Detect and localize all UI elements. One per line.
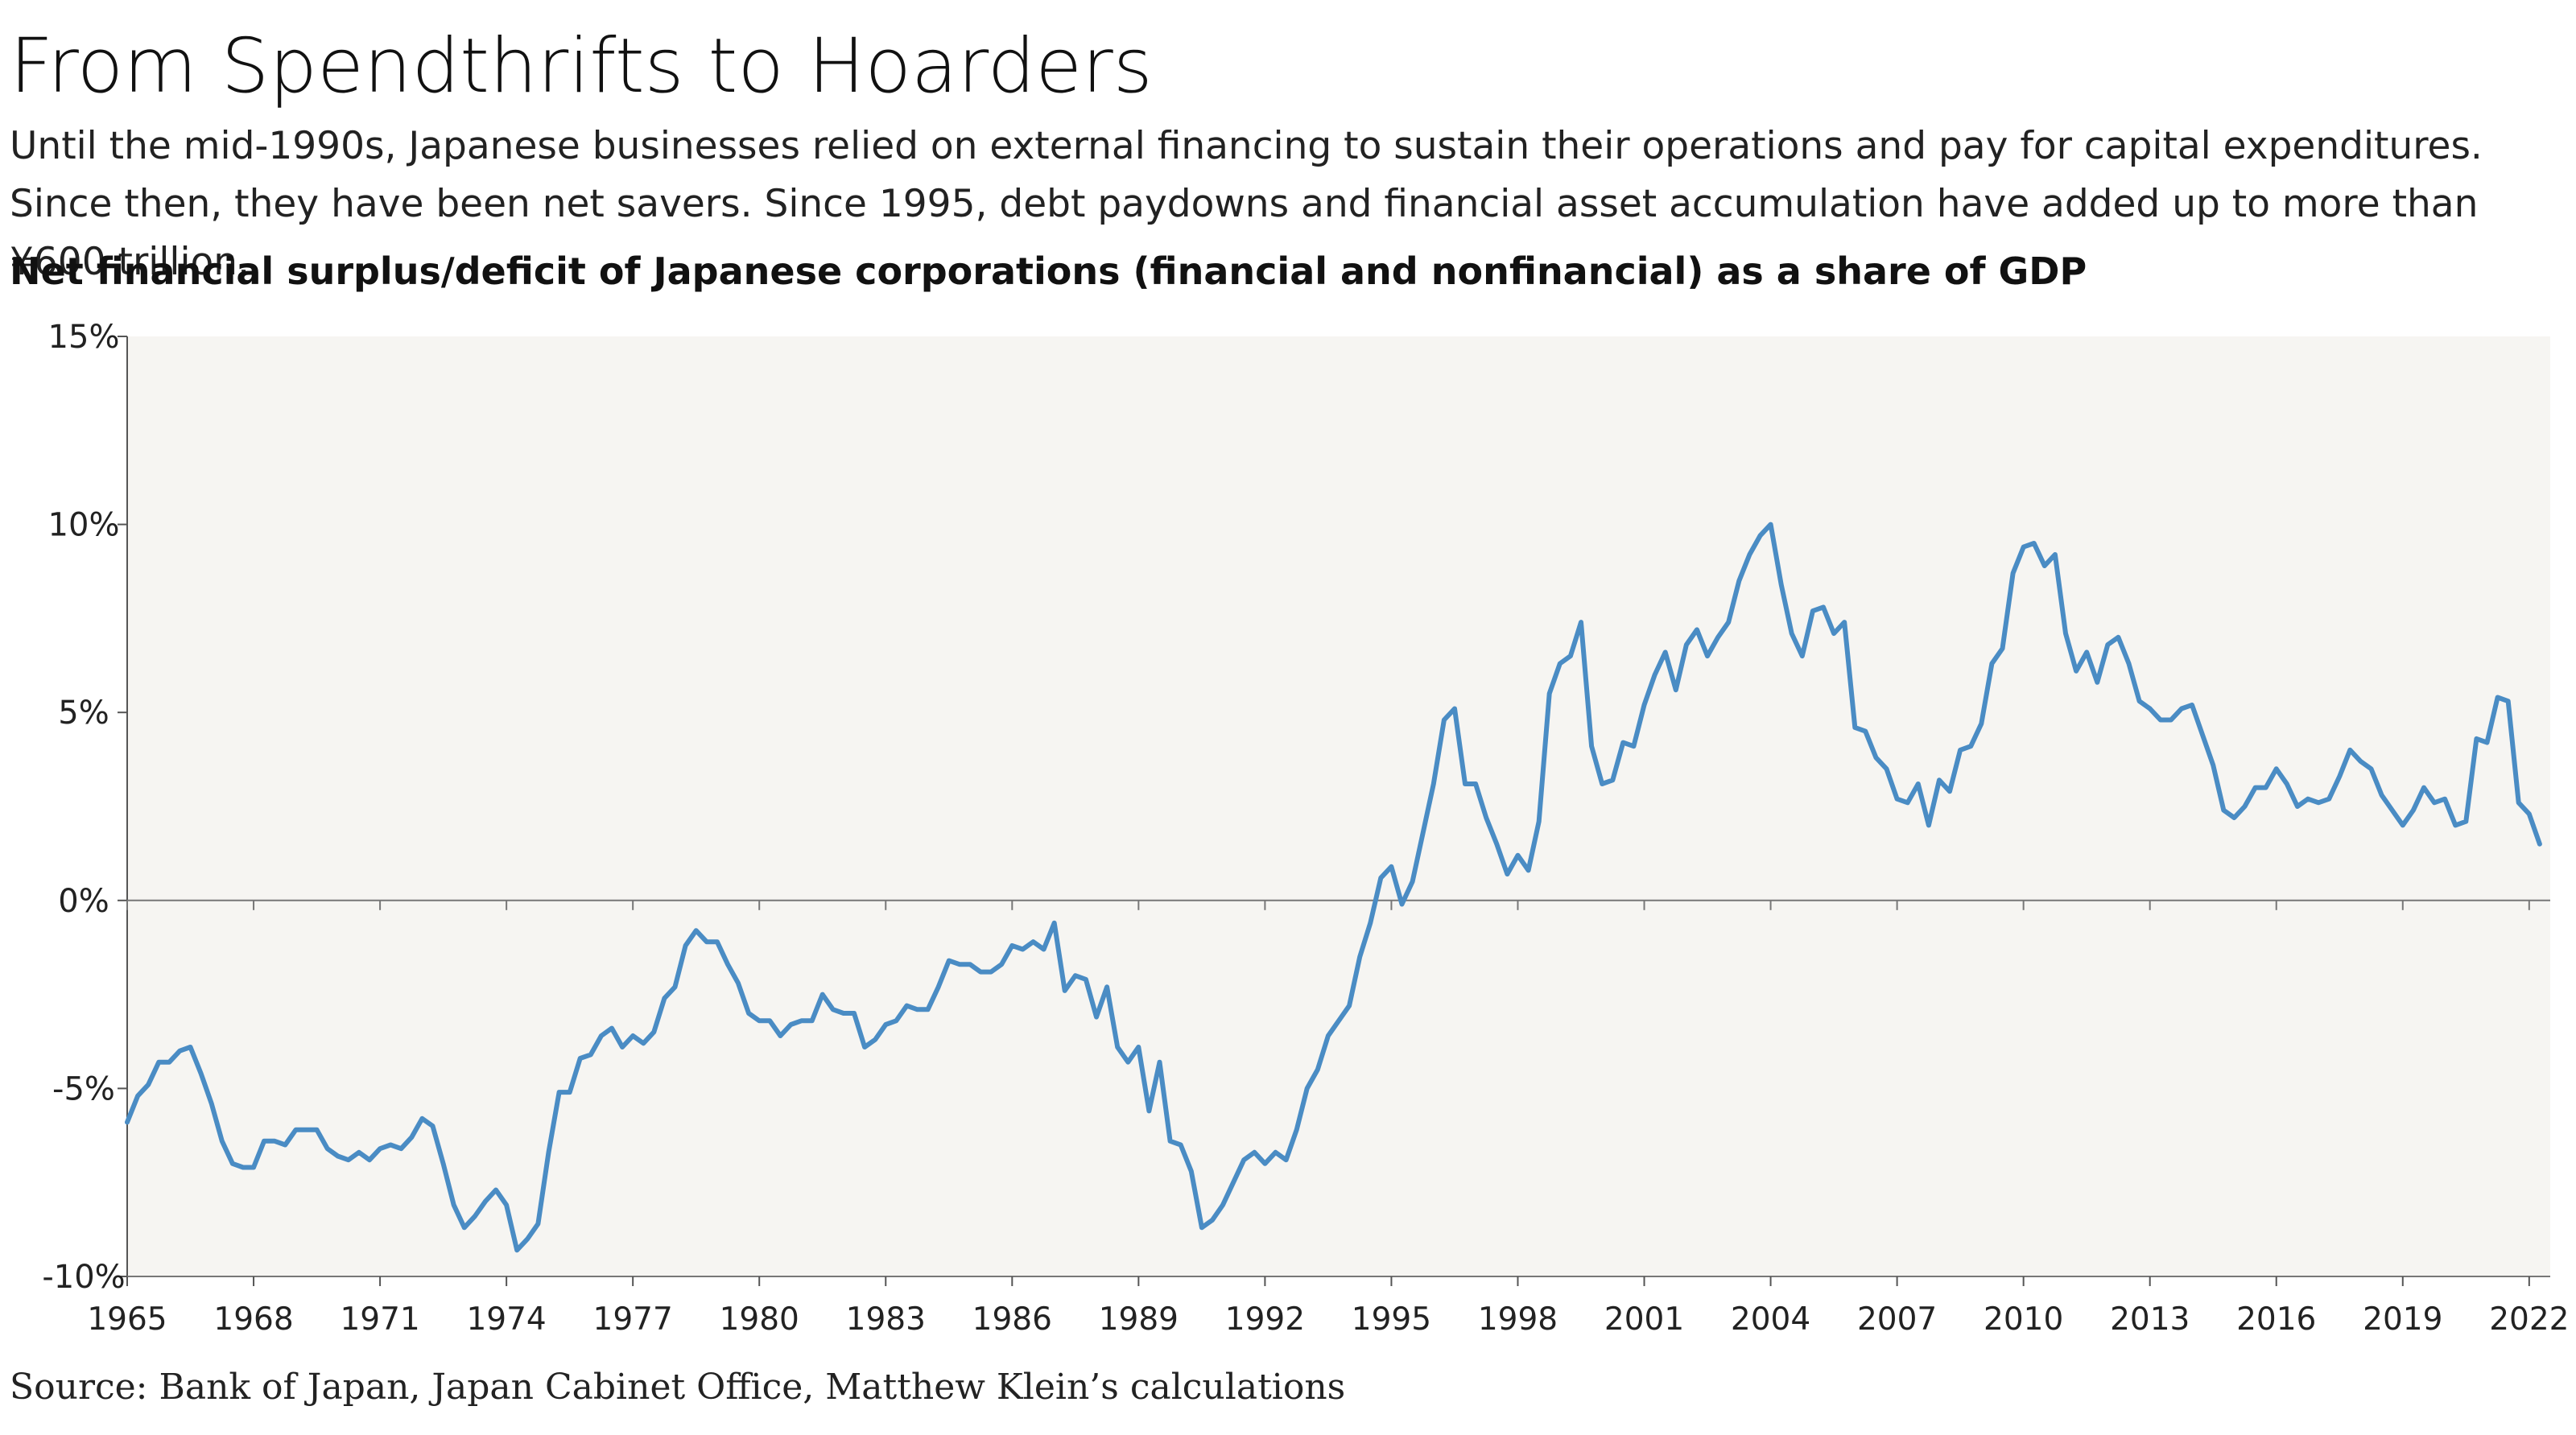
x-tick-label: 1992 — [1225, 1301, 1305, 1338]
source-note: Source: Bank of Japan, Japan Cabinet Off… — [10, 1367, 1346, 1408]
x-tick-label: 2001 — [1604, 1301, 1684, 1338]
chart-subtitle: Until the mid-1990s, Japanese businesses… — [10, 124, 2483, 284]
x-tick-label: 2010 — [1984, 1301, 2063, 1338]
x-tick-label: 1983 — [846, 1301, 926, 1338]
plot-background — [127, 336, 2550, 1276]
y-axis: -10% -5% 0% 5% 10% 15% — [42, 319, 128, 1296]
series-group — [125, 522, 2542, 1253]
x-tick-label: 1995 — [1352, 1301, 1431, 1338]
x-tick-label: 2019 — [2363, 1301, 2442, 1338]
x-axis: 1965 1968 1971 1974 1977 1980 1983 1986 1989 1992… — [87, 1276, 2569, 1338]
y-tick-label: -5% — [52, 1070, 115, 1107]
x-tick-label: 1974 — [466, 1301, 546, 1338]
x-tick-label: 1977 — [593, 1301, 673, 1338]
x-tick-label: 2016 — [2236, 1301, 2316, 1338]
x-tick-label: 1971 — [340, 1301, 419, 1338]
x-tick-label: 2007 — [1857, 1301, 1937, 1338]
y-tick-label: 5% — [58, 695, 109, 732]
x-tick-label: 1986 — [972, 1301, 1052, 1338]
zero-line — [126, 899, 2550, 910]
series-line — [125, 522, 2542, 1253]
page-title: From Spendthrifts to Hoarders — [10, 23, 1153, 110]
x-tick-label: 1989 — [1099, 1301, 1179, 1338]
x-tick-label: 1998 — [1478, 1301, 1558, 1338]
y-tick-label: 0% — [58, 883, 109, 920]
y-tick-label: -10% — [42, 1259, 125, 1296]
x-tick-label: 2004 — [1731, 1301, 1810, 1338]
x-tick-label: 2022 — [2489, 1301, 2569, 1338]
x-tick-label: 1980 — [720, 1301, 799, 1338]
y-tick-label: 15% — [48, 319, 120, 356]
y-tick-label: 10% — [48, 507, 120, 544]
chart-heading: Net financial surplus/deficit of Japanes… — [10, 249, 2087, 293]
x-tick-label: 1968 — [213, 1301, 293, 1338]
x-tick-label: 1965 — [87, 1301, 167, 1338]
x-tick-label: 2013 — [2110, 1301, 2190, 1338]
line-chart: -10%-5%0%5%10%15% 1965 1968 1971 1974 1977 19… — [42, 319, 2569, 1338]
